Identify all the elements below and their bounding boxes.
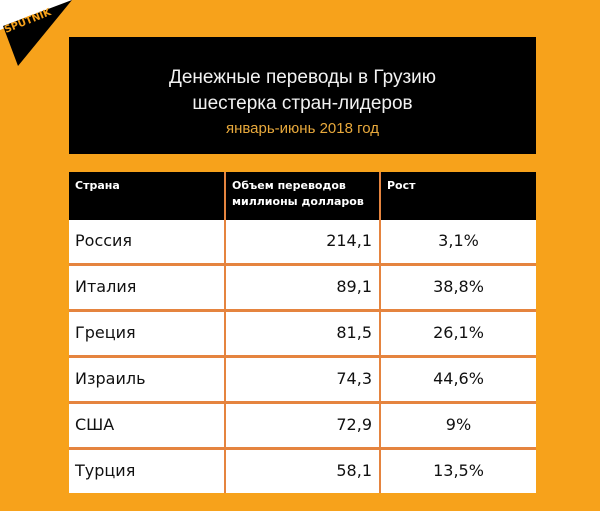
cell-growth: 44,6% xyxy=(381,358,536,401)
cell-country: Турция xyxy=(69,450,224,493)
cell-growth: 26,1% xyxy=(381,312,536,355)
cell-growth: 3,1% xyxy=(381,220,536,263)
cell-growth: 13,5% xyxy=(381,450,536,493)
table-header-row: Страна Объем переводов миллионы долларов… xyxy=(69,172,536,220)
title-box: Денежные переводы в Грузию шестерка стра… xyxy=(69,37,536,154)
cell-country: Израиль xyxy=(69,358,224,401)
table-row: Италия 89,1 38,8% xyxy=(69,266,536,309)
cell-volume: 74,3 xyxy=(226,358,379,401)
title-main: Денежные переводы в Грузию xyxy=(168,67,437,88)
cell-volume: 89,1 xyxy=(226,266,379,309)
cell-growth: 9% xyxy=(381,404,536,447)
table-row: США 72,9 9% xyxy=(69,404,536,447)
cell-volume: 72,9 xyxy=(226,404,379,447)
header-country: Страна xyxy=(69,172,224,220)
cell-volume: 214,1 xyxy=(226,220,379,263)
cell-volume: 58,1 xyxy=(226,450,379,493)
table-row: Россия 214,1 3,1% xyxy=(69,220,536,263)
cell-country: Россия xyxy=(69,220,224,263)
cell-volume: 81,5 xyxy=(226,312,379,355)
cell-country: США xyxy=(69,404,224,447)
header-volume-line1: Объем переводов xyxy=(232,179,346,192)
cell-country: Италия xyxy=(69,266,224,309)
table-row: Греция 81,5 26,1% xyxy=(69,312,536,355)
title-period: январь-июнь 2018 год xyxy=(225,120,380,137)
header-volume: Объем переводов миллионы долларов xyxy=(226,172,379,220)
header-growth: Рост xyxy=(381,172,536,220)
sputnik-logo: SPUTNIK xyxy=(0,0,75,70)
title-subtitle: шестерка стран-лидеров xyxy=(192,93,413,114)
remittance-table: Страна Объем переводов миллионы долларов… xyxy=(69,172,536,493)
table-row: Турция 58,1 13,5% xyxy=(69,450,536,493)
header-volume-line2: миллионы долларов xyxy=(232,195,364,208)
cell-growth: 38,8% xyxy=(381,266,536,309)
cell-country: Греция xyxy=(69,312,224,355)
table-row: Израиль 74,3 44,6% xyxy=(69,358,536,401)
